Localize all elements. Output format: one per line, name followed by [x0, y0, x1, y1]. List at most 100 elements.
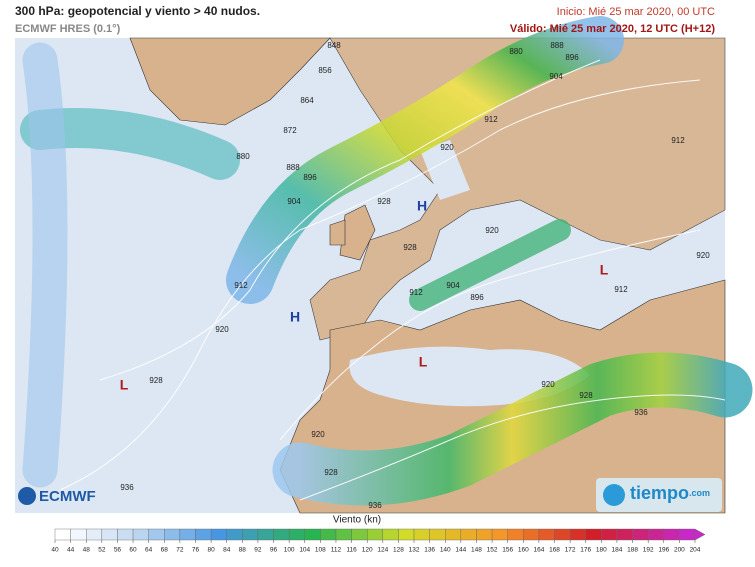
colorbar-swatch [382, 528, 399, 541]
colorbar-tick-label: 84 [223, 547, 231, 554]
colorbar-tick-label: 160 [518, 547, 529, 554]
colorbar-tick-label: 168 [549, 547, 560, 554]
init-time: Inicio: Mié 25 mar 2020, 00 UTC [557, 6, 715, 18]
contour-label: 880 [236, 152, 250, 161]
colorbar-tick-label: 48 [83, 547, 91, 554]
colorbar-swatch [148, 528, 165, 541]
colorbar-swatch [101, 528, 118, 541]
colorbar-tick-label: 96 [270, 547, 278, 554]
colorbar-swatch [538, 528, 555, 541]
colorbar-tick-label: 44 [67, 547, 75, 554]
colorbar-tick-label: 140 [440, 547, 451, 554]
colorbar-swatch [335, 528, 352, 541]
contour-label: 888 [286, 163, 300, 172]
model-name: ECMWF HRES (0.1°) [15, 23, 121, 35]
colorbar-tick-label: 64 [145, 547, 153, 554]
colorbar-tick-label: 76 [192, 547, 200, 554]
colorbar-swatch [398, 528, 415, 541]
colorbar-swatch [242, 528, 259, 541]
colorbar-swatch [164, 528, 181, 541]
colorbar-title: Viento (kn) [333, 515, 381, 526]
tiempo-suffix: .com [689, 488, 710, 498]
contour-label: 936 [634, 408, 648, 417]
contour-label: 912 [614, 285, 628, 294]
colorbar-tick-label: 172 [565, 547, 576, 554]
contour-label: 928 [579, 391, 593, 400]
tiempo-name: tiempo [630, 483, 689, 503]
contour-label: 920 [215, 325, 229, 334]
colorbar-swatch [523, 528, 540, 541]
pressure-center: L [600, 262, 609, 278]
ecmwf-text: ECMWF [39, 488, 96, 505]
contour-label: 936 [120, 483, 134, 492]
contours [59, 59, 726, 501]
contour-label: 912 [409, 288, 423, 297]
contour-label: 928 [377, 197, 391, 206]
colorbar-swatch [569, 528, 586, 541]
colorbar-tick-label: 80 [207, 547, 215, 554]
colorbar-swatch [273, 528, 290, 541]
colorbar-tick-label: 116 [346, 547, 357, 554]
colorbar-swatch [320, 528, 337, 541]
colorbar-swatch [117, 528, 134, 541]
contour-label: 912 [671, 136, 685, 145]
contour-label: 896 [303, 173, 317, 182]
colorbar-tick-label: 56 [114, 547, 122, 554]
contour-label: 920 [541, 380, 555, 389]
contour-label: 928 [149, 376, 163, 385]
pressure-center: L [120, 377, 129, 393]
colorbar-tick-label: 100 [284, 547, 295, 554]
colorbar-tick-label: 184 [612, 547, 623, 554]
contour-label: 920 [311, 430, 325, 439]
pressure-center: L [419, 354, 428, 370]
colorbar-tick-label: 112 [331, 547, 342, 554]
colorbar-tick-label: 92 [254, 547, 262, 554]
colorbar-tick-label: 144 [455, 547, 466, 554]
colorbar-swatch [70, 528, 87, 541]
jet-streams [20, 16, 753, 506]
colorbar-swatch [288, 528, 305, 541]
colorbar-swatch [304, 528, 321, 541]
colorbar-tick-label: 132 [409, 547, 420, 554]
contour-label: 904 [549, 72, 563, 81]
colorbar-swatch [585, 528, 602, 541]
colorbar-swatch [54, 528, 71, 541]
tiempo-logo: tiempo.com [596, 478, 722, 512]
contour-label: 920 [440, 143, 454, 152]
colorbar-swatch [632, 528, 649, 541]
colorbar-swatch [132, 528, 149, 541]
colorbar-tick-label: 68 [161, 547, 169, 554]
contour-label: 920 [696, 251, 710, 260]
colorbar-tick-label: 124 [377, 547, 388, 554]
map-title: 300 hPa: geopotencial y viento > 40 nudo… [15, 4, 260, 18]
colorbar-swatch [195, 528, 212, 541]
contour-label: 936 [368, 501, 382, 510]
colorbar-tick-label: 188 [627, 547, 638, 554]
colorbar-tick-label: 52 [98, 547, 106, 554]
pressure-center: H [290, 309, 300, 325]
colorbar-swatch [601, 528, 618, 541]
colorbar-swatch [445, 528, 462, 541]
colorbar-tick-label: 192 [643, 547, 654, 554]
colorbar-tick-label: 104 [299, 547, 310, 554]
contour-label: 904 [446, 281, 460, 290]
colorbar-swatch [179, 528, 196, 541]
contour-label: 920 [485, 226, 499, 235]
valid-time: Válido: Mié 25 mar 2020, 12 UTC (H+12) [510, 23, 715, 35]
colorbar-tick-label: 180 [596, 547, 607, 554]
colorbar-swatch [554, 528, 571, 541]
colorbar-swatch [366, 528, 384, 541]
colorbar-swatch [460, 528, 477, 541]
colorbar-swatch [679, 528, 696, 541]
contour-label: 904 [287, 197, 301, 206]
colorbar-tick-label: 200 [674, 547, 685, 554]
contour-label: 896 [470, 293, 484, 302]
contour-label: 896 [565, 53, 579, 62]
pressure-center: H [417, 198, 427, 214]
colorbar-swatch [616, 528, 633, 541]
contour-label: 856 [318, 66, 332, 75]
colorbar-swatch [226, 528, 243, 541]
contour-label: 928 [324, 468, 338, 477]
colorbar-swatch [210, 528, 227, 541]
tiempo-text: tiempo.com [630, 483, 710, 503]
